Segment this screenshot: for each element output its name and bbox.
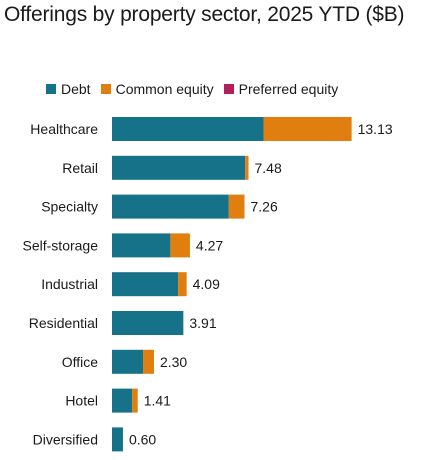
total-label-specialty: 7.26 — [251, 199, 278, 215]
bar-retail-common-equity — [245, 155, 249, 180]
legend-swatch-debt — [46, 84, 56, 94]
bar-hotel-common-equity — [132, 388, 138, 413]
bar-office-debt — [112, 349, 144, 374]
bar-retail-debt — [112, 155, 246, 180]
legend-item-debt: Debt — [46, 80, 91, 98]
category-label-healthcare: Healthcare — [30, 121, 98, 137]
category-label-specialty: Specialty — [41, 199, 98, 215]
bar-specialty-debt — [112, 194, 229, 219]
chart-title: Offerings by property sector, 2025 YTD (… — [4, 3, 405, 26]
legend-item-common-equity: Common equity — [100, 80, 214, 98]
legend-label-debt: Debt — [61, 81, 91, 97]
total-label-office: 2.30 — [160, 354, 187, 370]
bar-specialty-common-equity — [228, 194, 245, 219]
bar-residential-debt — [112, 311, 184, 335]
legend-swatch-preferred-equity — [223, 84, 234, 94]
bar-diversified-debt — [112, 427, 123, 452]
category-label-residential: Residential — [29, 315, 98, 331]
legend-item-preferred-equity: Preferred equity — [223, 80, 339, 98]
bar-office-common-equity — [143, 349, 154, 374]
total-label-retail: 7.48 — [255, 160, 282, 176]
bar-industrial-debt — [112, 272, 179, 297]
category-label-hotel: Hotel — [65, 393, 98, 409]
bar-self-storage-debt — [112, 233, 171, 258]
category-label-diversified: Diversified — [33, 431, 98, 447]
category-label-retail: Retail — [62, 160, 98, 176]
total-label-diversified: 0.60 — [129, 431, 156, 447]
total-label-industrial: 4.09 — [193, 276, 220, 292]
total-label-self-storage: 4.27 — [196, 237, 223, 253]
chart-legend: Debt Common equity Preferred equity — [46, 80, 348, 98]
category-label-industrial: Industrial — [41, 276, 98, 292]
bar-self-storage-common-equity — [170, 233, 190, 258]
total-label-hotel: 1.41 — [144, 393, 171, 409]
category-label-office: Office — [62, 354, 99, 370]
total-label-residential: 3.91 — [189, 315, 216, 331]
bar-healthcare-common-equity — [263, 117, 352, 141]
legend-label-common-equity: Common equity — [115, 81, 214, 97]
bar-industrial-common-equity — [178, 272, 187, 297]
bar-healthcare-debt — [112, 117, 264, 141]
category-label-self-storage: Self-storage — [23, 237, 99, 253]
legend-swatch-common-equity — [100, 84, 111, 94]
legend-label-preferred-equity: Preferred equity — [238, 81, 339, 97]
total-label-healthcare: 13.13 — [358, 121, 393, 137]
bar-hotel-debt — [112, 388, 133, 413]
